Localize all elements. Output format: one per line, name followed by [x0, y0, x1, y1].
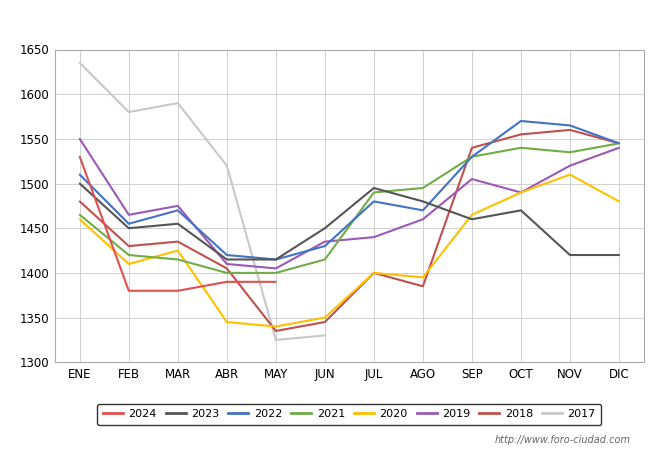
Text: Afiliados en Outes a 31/5/2024: Afiliados en Outes a 31/5/2024	[186, 17, 464, 35]
Text: http://www.foro-ciudad.com: http://www.foro-ciudad.com	[495, 435, 630, 445]
Legend: 2024, 2023, 2022, 2021, 2020, 2019, 2018, 2017: 2024, 2023, 2022, 2021, 2020, 2019, 2018…	[98, 404, 601, 425]
